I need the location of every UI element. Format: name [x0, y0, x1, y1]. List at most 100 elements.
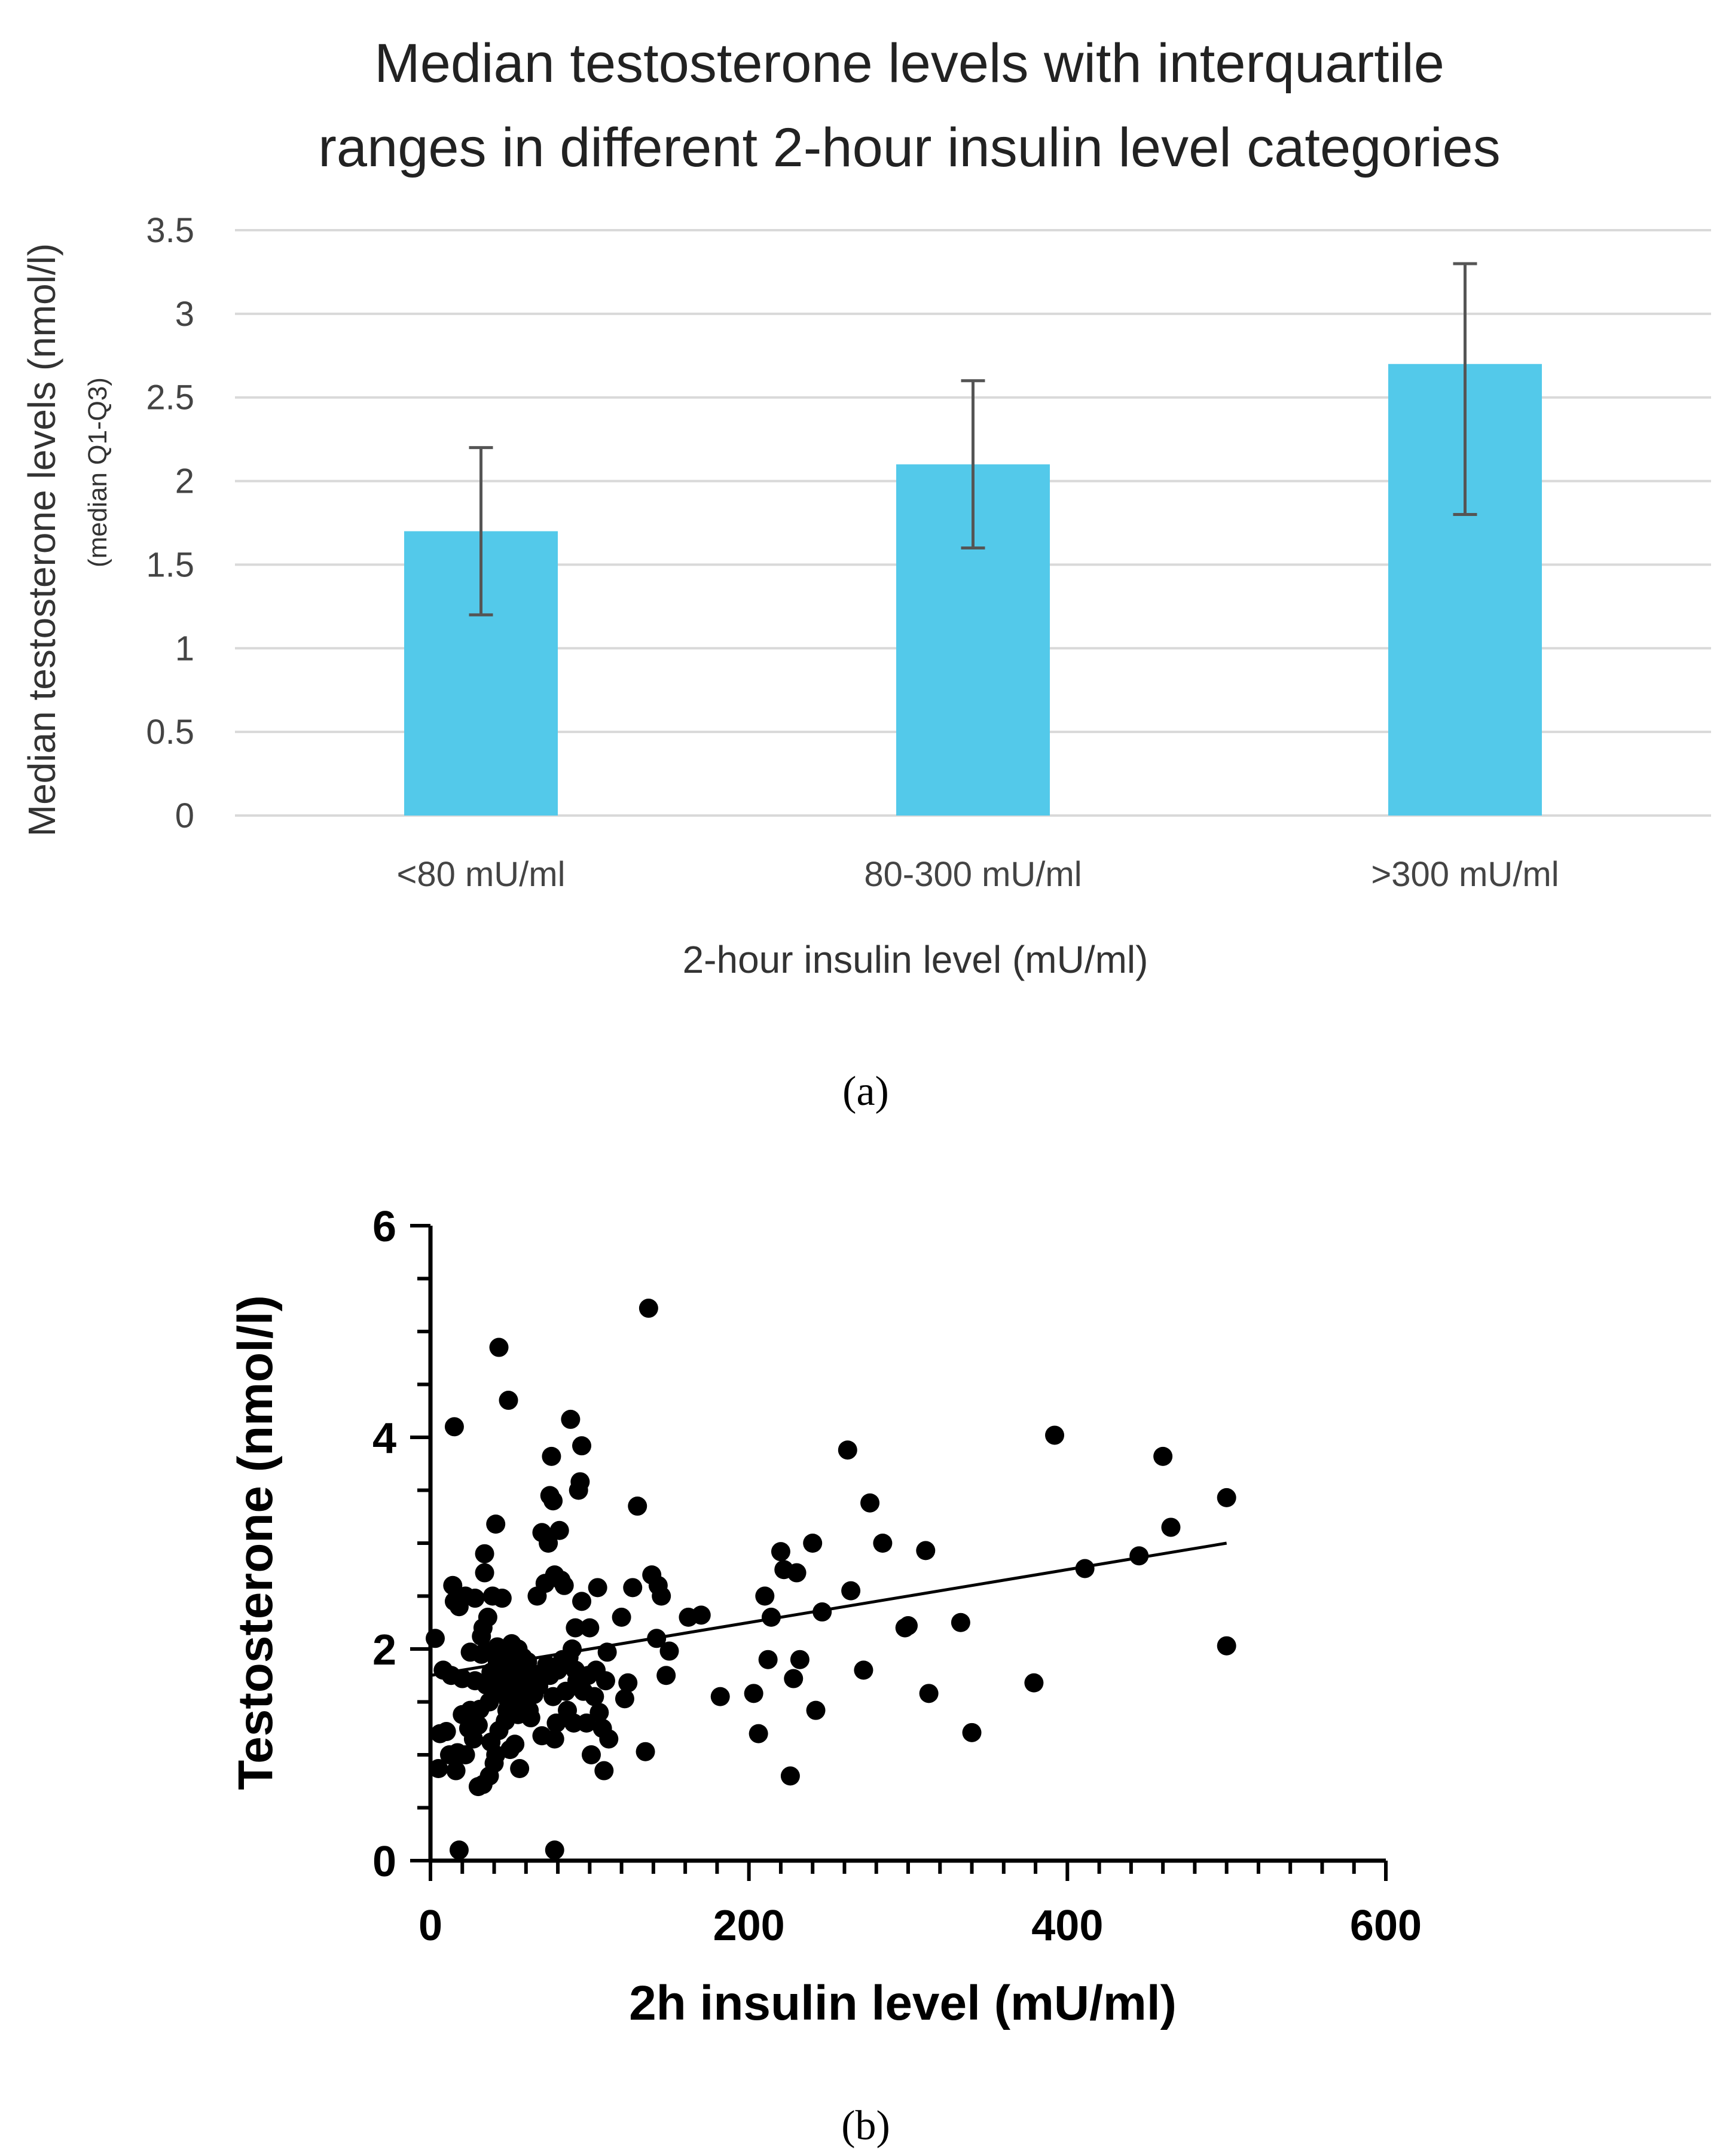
data-point — [656, 1666, 676, 1685]
data-point — [585, 1687, 604, 1706]
bar-chart: Median testosterone levels with interqua… — [20, 33, 1711, 981]
data-point — [545, 1729, 564, 1749]
data-point — [505, 1734, 525, 1754]
y-axis-label: Median testosterone levels (nmol/l) — [20, 243, 63, 836]
y-tick-label: 0 — [175, 796, 194, 835]
x-tick-label: 80-300 mU/ml — [864, 855, 1082, 894]
y-tick-label: 6 — [372, 1203, 396, 1251]
data-point — [623, 1578, 643, 1598]
data-point — [1129, 1546, 1149, 1566]
y-tick-label: 0.5 — [146, 713, 194, 752]
data-point — [873, 1534, 893, 1553]
x-tick-label: 600 — [1350, 1902, 1422, 1950]
error-bars — [469, 262, 1477, 616]
data-point — [854, 1660, 873, 1680]
x-tick-labels: 0 200 400 600 — [419, 1902, 1422, 1950]
y-axis-sublabel: (median Q1-Q3) — [83, 377, 112, 567]
x-tick-label: 0 — [419, 1902, 442, 1950]
data-point — [1153, 1446, 1173, 1466]
data-point — [543, 1491, 563, 1511]
y-tick-label: 4 — [372, 1415, 396, 1462]
data-point — [838, 1440, 857, 1460]
data-point — [806, 1700, 826, 1720]
data-point — [790, 1650, 810, 1669]
data-point — [1161, 1517, 1181, 1537]
error-bar — [961, 379, 985, 549]
y-tick-labels: 0 0.5 1 1.5 2 2.5 3 3.5 — [146, 211, 194, 835]
data-point — [561, 1409, 581, 1429]
data-point — [784, 1669, 804, 1688]
data-point — [919, 1684, 939, 1703]
data-point — [443, 1575, 463, 1595]
data-point — [589, 1703, 609, 1723]
data-point — [860, 1493, 880, 1513]
data-point — [916, 1541, 936, 1560]
data-point — [468, 1715, 488, 1735]
data-point — [521, 1708, 540, 1728]
trendline-group — [430, 1541, 1227, 1677]
data-point — [1217, 1488, 1236, 1507]
data-point — [612, 1607, 631, 1627]
chart-title-line-2: ranges in different 2-hour insulin level… — [318, 117, 1500, 178]
data-point — [841, 1581, 861, 1601]
data-point — [572, 1436, 592, 1456]
data-point — [499, 1391, 518, 1410]
data-point — [489, 1337, 509, 1357]
y-tick-label: 3 — [175, 295, 194, 334]
y-axis-label: Testosterone (nmol/l) — [228, 1295, 283, 1790]
data-point — [566, 1618, 585, 1638]
data-point — [618, 1673, 638, 1693]
data-point — [636, 1742, 655, 1761]
x-tick-labels: <80 mU/ml 80-300 mU/ml >300 mU/ml — [396, 855, 1559, 894]
y-tick-label: 1.5 — [146, 545, 194, 584]
x-axis-label: 2h insulin level (mU/ml) — [629, 1976, 1177, 2030]
y-tick-label: 0 — [372, 1838, 396, 1886]
data-point — [429, 1759, 448, 1779]
data-point — [436, 1722, 456, 1742]
data-point — [755, 1586, 775, 1606]
data-point — [581, 1745, 601, 1764]
data-point — [951, 1613, 970, 1632]
y-tick-label: 2 — [175, 462, 194, 501]
data-point — [570, 1472, 590, 1492]
y-tick-label: 3.5 — [146, 211, 194, 250]
data-point — [572, 1592, 592, 1611]
data-point — [563, 1639, 582, 1659]
axes — [410, 1224, 1388, 1881]
x-tick-label: 200 — [713, 1902, 785, 1950]
data-point — [456, 1745, 475, 1764]
data-point — [554, 1575, 574, 1595]
data-point — [615, 1689, 634, 1709]
data-point — [595, 1671, 615, 1691]
data-point — [812, 1602, 832, 1622]
error-bar — [469, 446, 493, 616]
data-point — [749, 1724, 768, 1743]
data-point — [1075, 1559, 1095, 1578]
data-point — [546, 1713, 566, 1733]
data-point — [588, 1578, 607, 1598]
data-point — [577, 1713, 597, 1733]
data-point — [539, 1534, 558, 1553]
data-point — [492, 1589, 512, 1608]
y-tick-label: 1 — [175, 629, 194, 668]
data-point — [761, 1607, 781, 1627]
x-axis-label: 2-hour insulin level (mU/ml) — [683, 938, 1148, 981]
chart-title-line-1: Median testosterone levels with interqua… — [374, 33, 1444, 94]
y-tick-label: 2 — [372, 1626, 396, 1674]
data-point — [465, 1589, 485, 1608]
data-point — [771, 1542, 790, 1562]
x-tick-label: >300 mU/ml — [1371, 855, 1559, 894]
bars — [404, 364, 1542, 816]
data-point — [580, 1618, 600, 1638]
data-point — [659, 1641, 679, 1661]
data-point — [1045, 1425, 1065, 1445]
data-point — [1024, 1673, 1044, 1693]
data-point — [510, 1759, 530, 1779]
data-point — [962, 1723, 982, 1742]
data-point — [1217, 1636, 1236, 1656]
data-point — [475, 1544, 494, 1563]
y-tick-label: 2.5 — [146, 378, 194, 417]
data-point — [594, 1761, 614, 1781]
data-point — [425, 1629, 445, 1648]
